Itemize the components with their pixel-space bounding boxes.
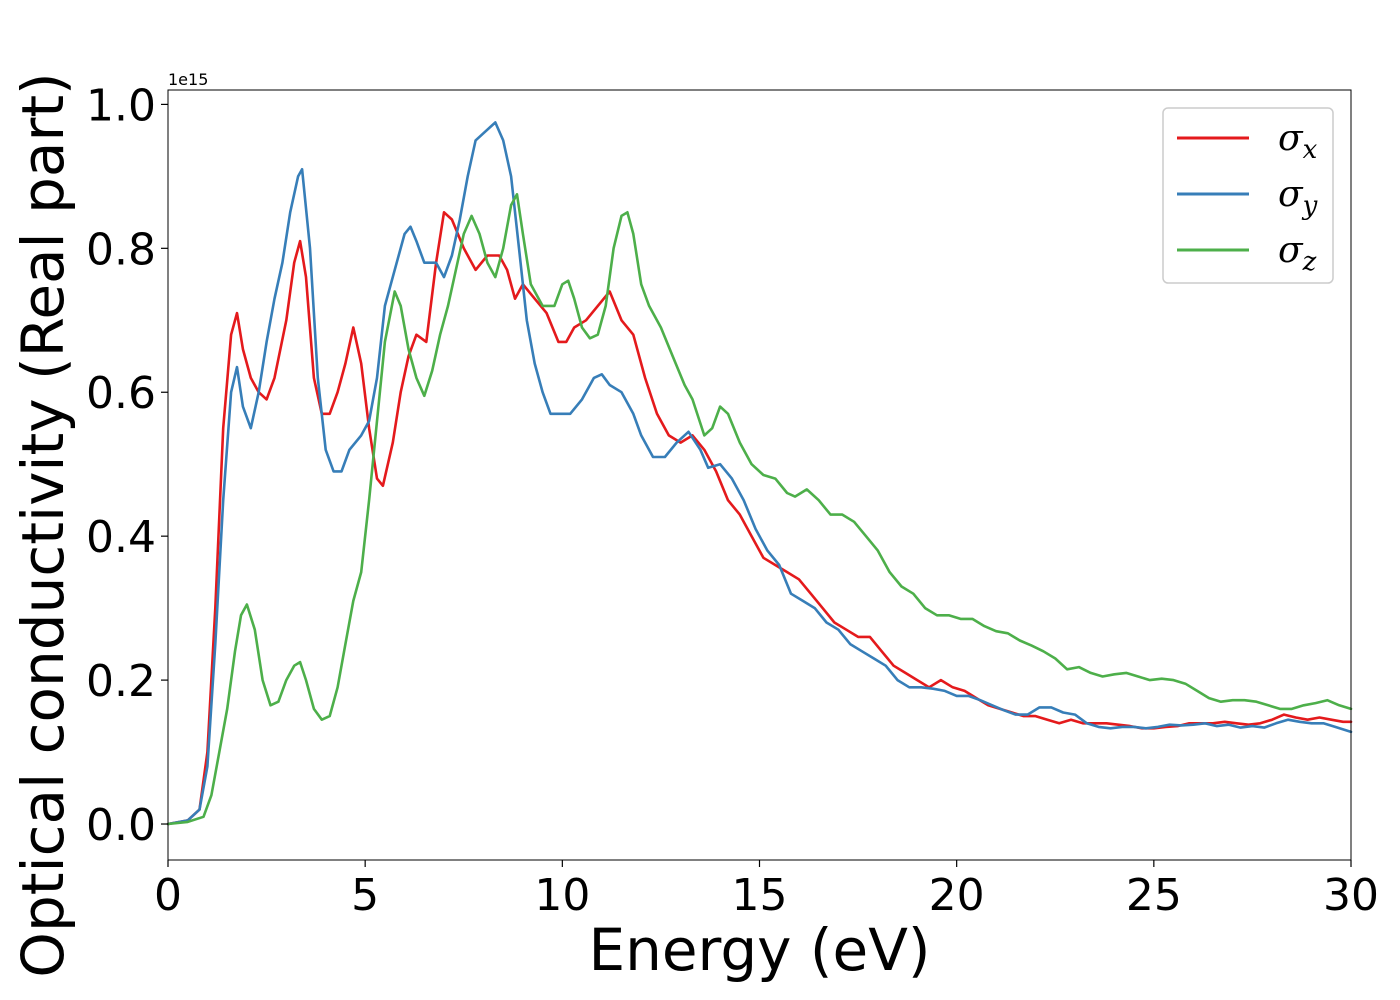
x-tick-label: 30 [1323, 870, 1379, 921]
y-tick-label: 0.4 [86, 512, 156, 563]
y-tick-label: 0.0 [86, 800, 156, 851]
y-tick-label: 0.8 [86, 224, 156, 275]
y-tick-label: 0.2 [86, 656, 156, 707]
y-axis-label: Optical conductivity (Real part) [9, 72, 77, 977]
y-tick-label: 0.6 [86, 368, 156, 419]
x-tick-label: 5 [351, 870, 379, 921]
series-line-z [166, 193, 1353, 826]
x-tick-label: 0 [154, 870, 182, 921]
series-layer [166, 121, 1353, 826]
x-tick-label: 10 [534, 870, 590, 921]
x-tick-label: 20 [929, 870, 985, 921]
x-axis-label: Energy (eV) [588, 916, 930, 984]
x-tick-label: 15 [732, 870, 788, 921]
x-tick-label: 25 [1126, 870, 1182, 921]
y-axis-offset-label: 1e15 [168, 70, 208, 89]
series-line-y [166, 121, 1353, 826]
ticks-layer: 0 5 10 15 20 25 30 0.0 0.2 0.4 0.6 0.8 1.0 [86, 80, 1379, 921]
y-tick-label: 1.0 [86, 80, 156, 131]
